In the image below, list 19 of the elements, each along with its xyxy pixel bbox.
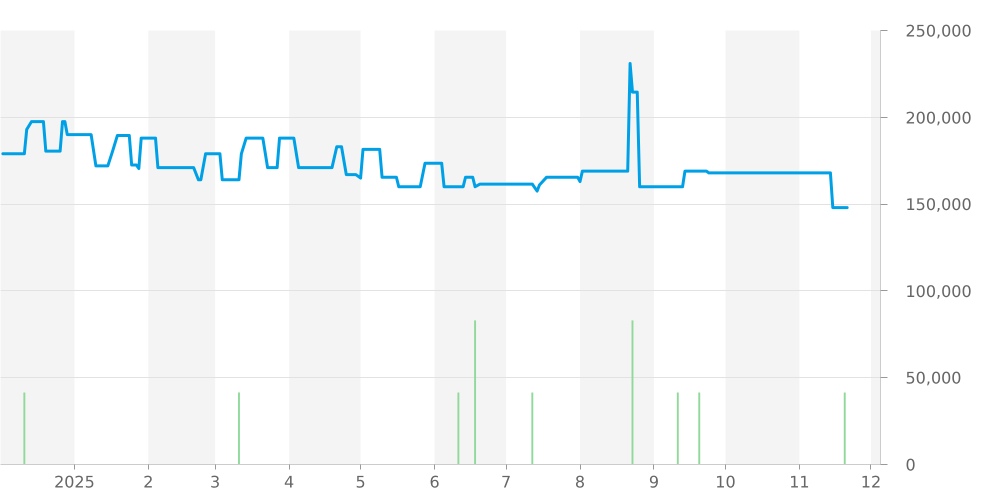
y-tick-label: 0 [906,456,916,474]
x-tick-label: 3 [210,472,220,492]
y-tick-label: 100,000 [906,282,972,301]
line-series [1,62,849,210]
x-tick-label: 10 [715,472,736,492]
x-tick-label: 9 [648,472,660,492]
x-tick-label: 7 [500,472,512,492]
x-tick-label: 11 [789,472,810,492]
x-tick-label: 2 [143,472,154,492]
x-tick-label: 2025 [54,472,95,492]
y-tick-label: 200,000 [906,108,972,128]
x-tick-label: 8 [574,472,586,492]
y-tick-label: 150,000 [906,195,972,214]
x-tick-label: 6 [429,472,440,492]
y-tick-label: 50,000 [906,368,962,388]
x-tick-label: 5 [356,472,366,492]
y-tick-label: 250,000 [906,22,972,40]
x-tick-label: 4 [284,472,294,492]
x-tick-label: 12 [860,472,882,492]
